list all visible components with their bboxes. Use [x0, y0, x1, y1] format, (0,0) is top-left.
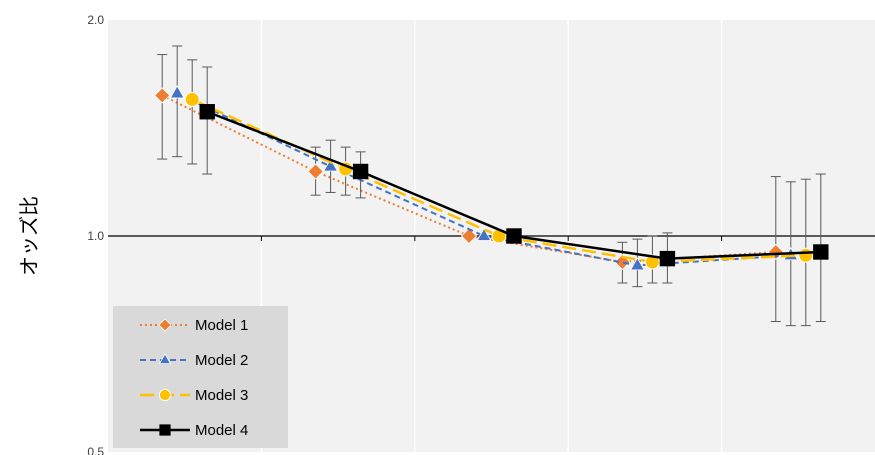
data-point: [460, 227, 478, 245]
legend-label: Model 2: [195, 352, 248, 369]
data-point: [629, 257, 645, 271]
series-4: [199, 66, 829, 323]
legend-label: Model 3: [195, 387, 248, 404]
series-group: [154, 45, 829, 327]
data-point: [506, 228, 522, 244]
y-tick-label: 1.0: [87, 229, 104, 243]
legend-marker: [158, 353, 172, 365]
data-point: [184, 91, 200, 107]
y-axis-label: オッズ比: [17, 196, 41, 276]
legend-marker: [158, 318, 172, 332]
y-tick-label: 2.0: [87, 13, 104, 27]
data-point: [352, 163, 369, 180]
series-1: [154, 54, 784, 323]
data-point: [813, 244, 829, 260]
legend-label: Model 4: [195, 422, 248, 439]
data-point: [154, 87, 171, 104]
data-point: [476, 227, 492, 241]
data-point: [798, 247, 814, 263]
data-point: [644, 254, 660, 270]
data-point: [307, 163, 324, 180]
y-tick-label: 0.5: [87, 445, 104, 455]
data-point: [169, 85, 185, 99]
legend: Model 1 Model 2 Model 3 Model 4: [113, 306, 288, 448]
y-axis: 2.0 1.0 0.5: [87, 13, 104, 455]
legend-marker: [159, 424, 171, 436]
series-line: [176, 92, 791, 267]
legend-marker: [158, 388, 172, 402]
legend-label: Model 1: [195, 317, 248, 334]
data-point: [323, 158, 339, 172]
data-point: [199, 104, 215, 120]
legend-box: [113, 306, 288, 448]
data-point: [659, 250, 676, 267]
